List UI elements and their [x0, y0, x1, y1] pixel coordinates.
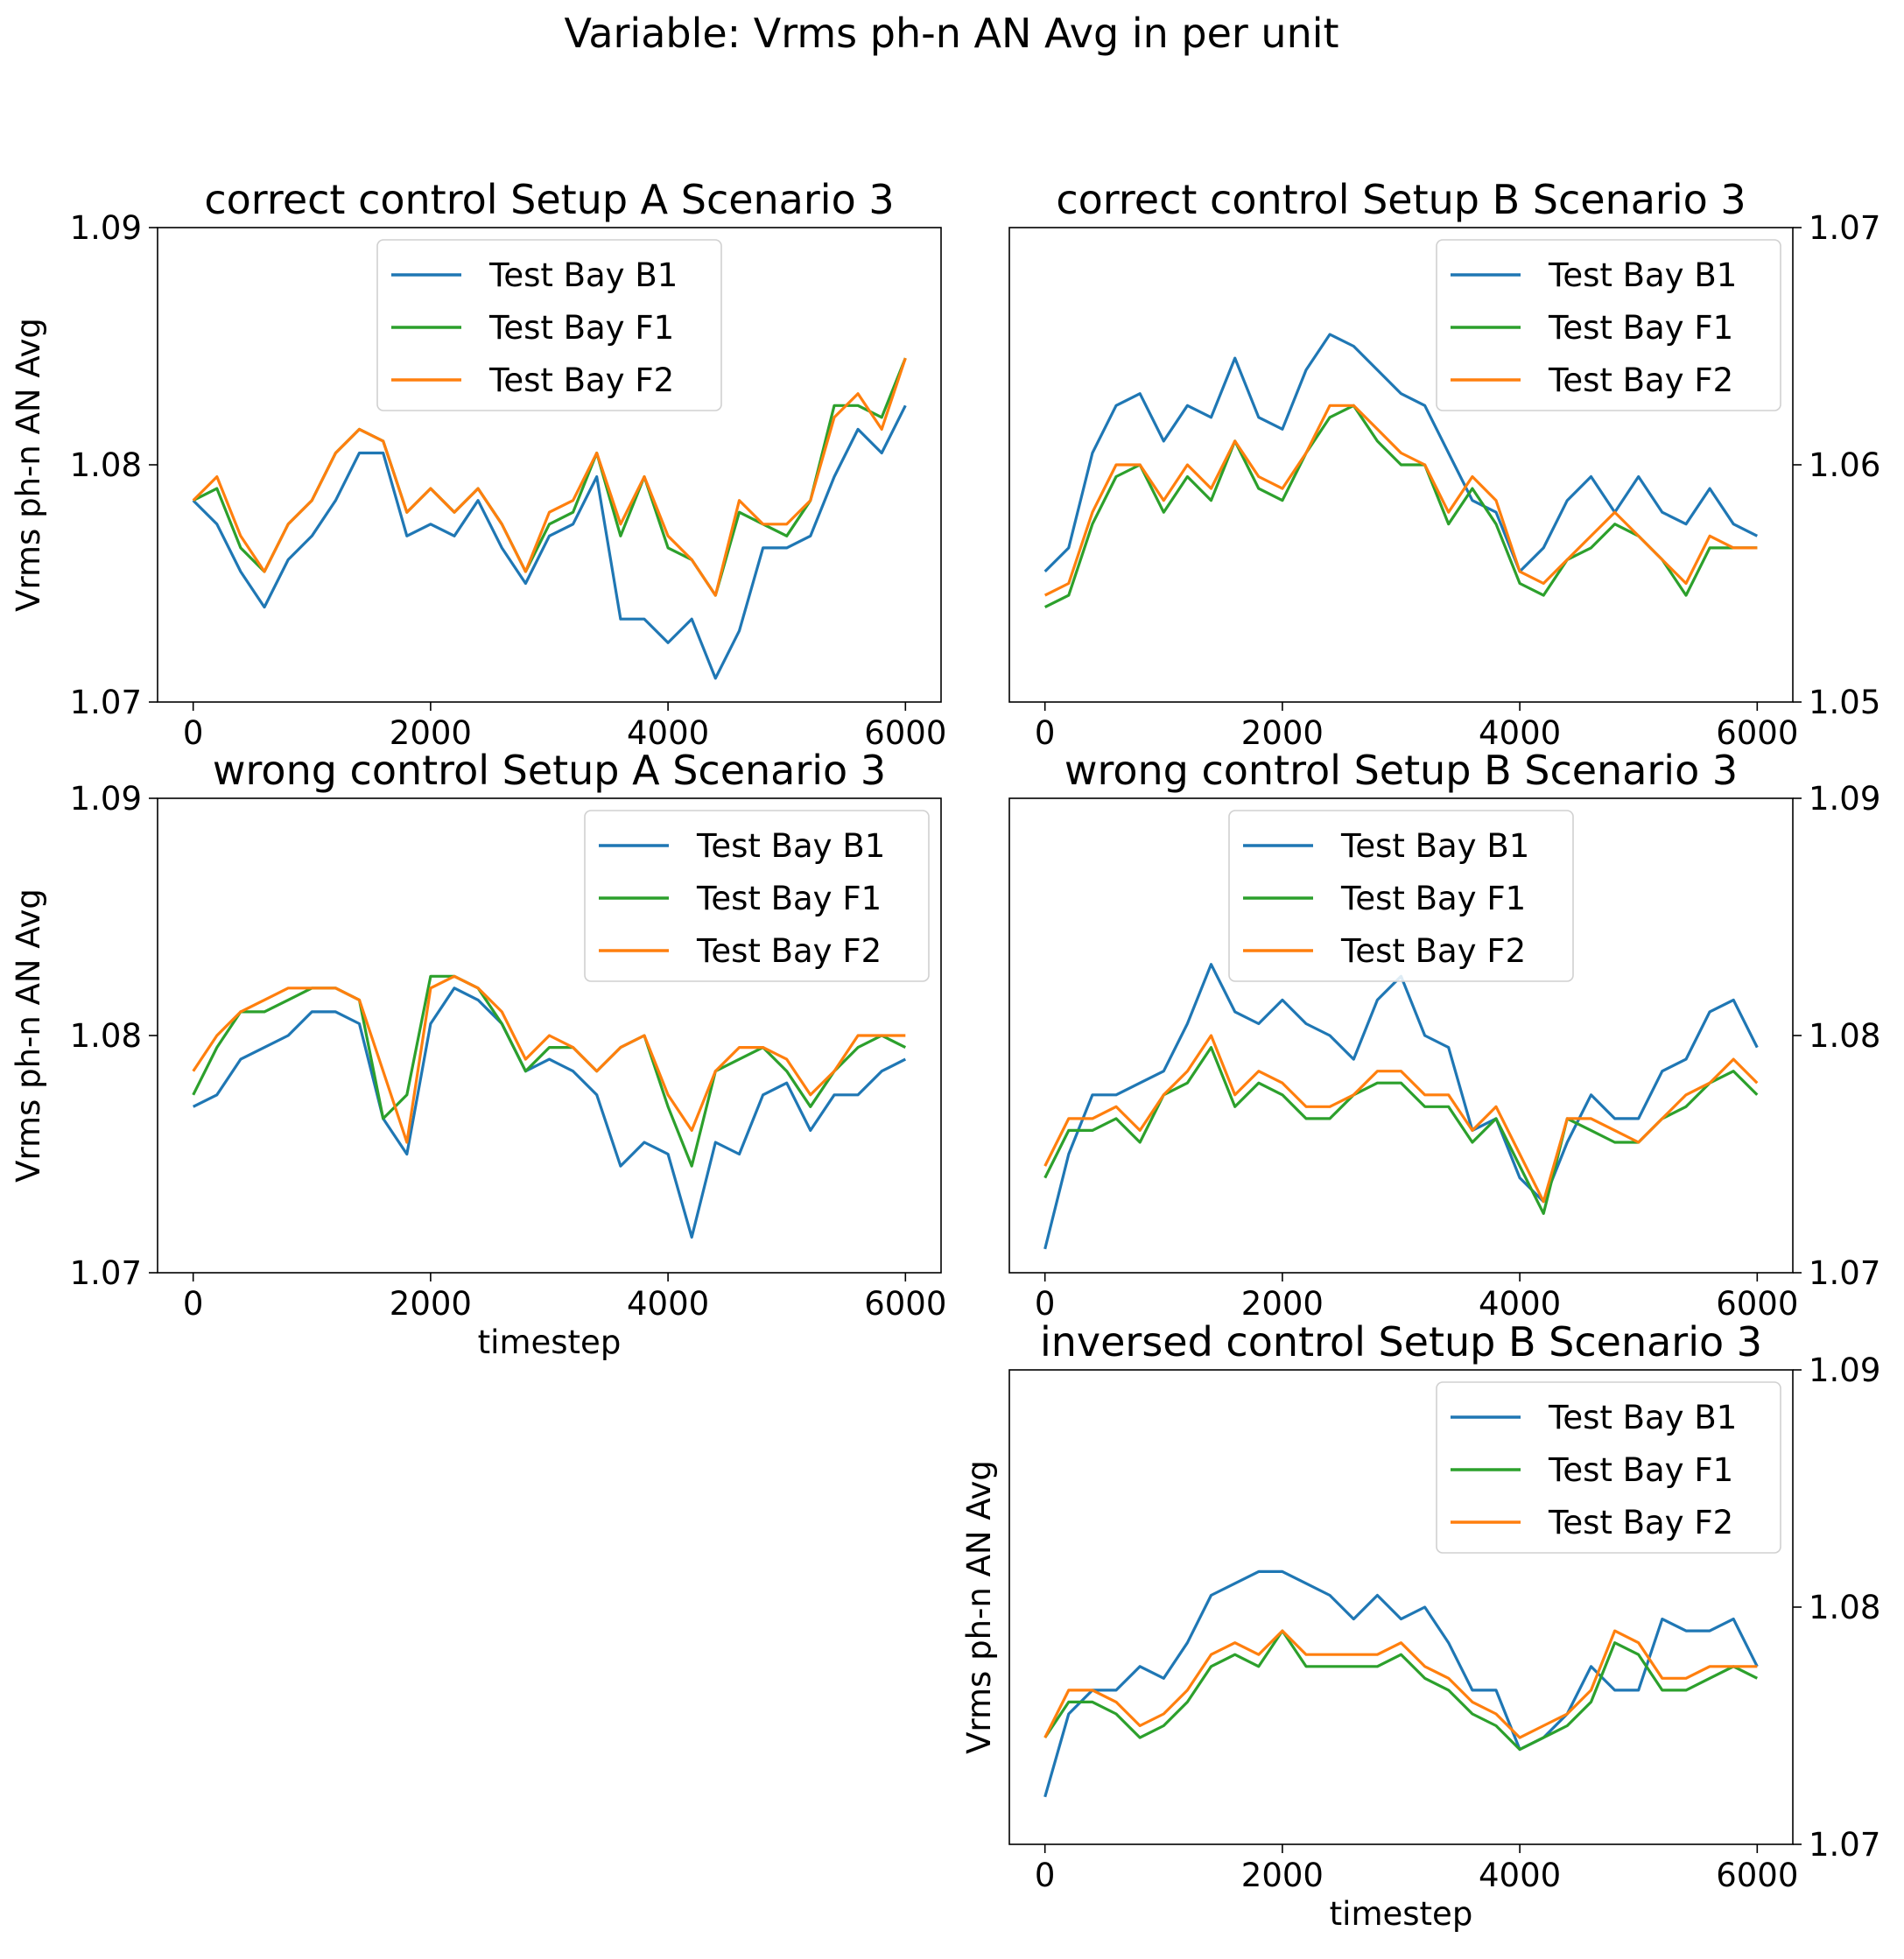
y-tick-label: 1.07 — [70, 684, 142, 721]
x-axis-label: timestep — [1330, 1895, 1473, 1933]
legend-label-f2: Test Bay F2 — [488, 362, 674, 399]
legend-label-f1: Test Bay F1 — [1340, 880, 1526, 917]
x-tick-label: 4000 — [1479, 1857, 1561, 1894]
y-tick-label: 1.09 — [70, 209, 142, 247]
legend-label-f2: Test Bay F2 — [1548, 1504, 1733, 1541]
series-line-f2 — [1043, 404, 1758, 597]
x-tick-label: 2000 — [390, 714, 472, 752]
y-axis-label: Vrms ph-n AN Avg — [960, 1460, 998, 1754]
legend-label-b1: Test Bay B1 — [1340, 827, 1529, 865]
x-tick-label: 2000 — [390, 1285, 472, 1323]
series-line-f2 — [1043, 1034, 1759, 1204]
legend-label-f2: Test Bay F2 — [1340, 932, 1526, 970]
y-tick-label: 1.08 — [1809, 1589, 1880, 1626]
subplot-p3: 0 2000 4000 6000 1.07 1.08 1.09 wrong control S… — [10, 747, 946, 1361]
series-line-b1 — [192, 404, 907, 680]
legend-box — [1436, 239, 1781, 411]
legend-label-f1: Test Bay F1 — [696, 880, 882, 917]
y-tick-label: 1.07 — [70, 1254, 142, 1292]
legend-label-b1: Test Bay B1 — [488, 256, 678, 294]
legend-label-f2: Test Bay F2 — [696, 932, 882, 970]
y-tick-label: 1.08 — [70, 1017, 142, 1055]
legend-label-f1: Test Bay F1 — [488, 309, 674, 347]
x-tick-label: 2000 — [1241, 1857, 1324, 1894]
x-tick-label: 2000 — [1241, 1285, 1324, 1323]
x-tick-label: 0 — [1035, 1857, 1056, 1894]
x-tick-label: 6000 — [1716, 1285, 1798, 1323]
legend-label-f1: Test Bay F1 — [1548, 309, 1733, 347]
series-line-f2 — [192, 974, 906, 1144]
series-line-b1 — [1043, 963, 1759, 1250]
x-tick-label: 2000 — [1241, 714, 1324, 752]
subplot-p5: 0 2000 4000 6000 1.07 1.08 1.09 inversed contro… — [960, 1318, 1880, 1933]
y-tick-label: 1.09 — [70, 780, 142, 818]
x-tick-label: 0 — [183, 714, 204, 752]
x-tick-label: 6000 — [864, 714, 946, 752]
x-tick-label: 6000 — [1716, 714, 1798, 752]
subplot-title: wrong control Setup B Scenario 3 — [1064, 747, 1738, 794]
y-axis-label: Vrms ph-n AN Avg — [10, 318, 47, 612]
subplot-p2: 0 2000 4000 6000 1.05 1.06 1.07 correct control… — [1008, 176, 1880, 752]
y-tick-label: 1.07 — [1809, 1826, 1880, 1864]
x-axis-label: timestep — [478, 1324, 622, 1361]
legend-box — [1436, 1381, 1781, 1554]
y-axis-label: Vrms ph-n AN Avg — [10, 888, 47, 1183]
x-tick-label: 0 — [183, 1285, 204, 1323]
series-line-f1 — [192, 974, 907, 1168]
x-tick-label: 6000 — [864, 1285, 946, 1323]
x-tick-label: 4000 — [627, 714, 709, 752]
legend: Test Bay B1 Test Bay F1 Test Bay F2 — [1436, 1381, 1781, 1554]
legend-label-b1: Test Bay B1 — [1548, 1399, 1737, 1436]
y-tick-label: 1.08 — [70, 446, 142, 484]
subplot-p4: 0 2000 4000 6000 1.07 1.08 1.09 wrong control S… — [1008, 747, 1880, 1323]
y-tick-label: 1.09 — [1809, 1352, 1880, 1389]
y-tick-label: 1.05 — [1809, 684, 1880, 721]
series-line-b1 — [192, 987, 907, 1239]
subplot-title: wrong control Setup A Scenario 3 — [213, 747, 886, 794]
series-line-b1 — [1043, 333, 1759, 573]
legend: Test Bay B1 Test Bay F1 Test Bay F2 — [376, 239, 722, 411]
series-line-f2 — [1043, 1629, 1758, 1739]
legend-label-b1: Test Bay B1 — [696, 827, 885, 865]
legend-box — [376, 239, 722, 411]
y-tick-label: 1.09 — [1809, 780, 1880, 818]
x-tick-label: 4000 — [1479, 1285, 1561, 1323]
y-tick-label: 1.07 — [1809, 209, 1880, 247]
legend-box — [584, 810, 930, 982]
subplot-p1: 0 2000 4000 6000 1.07 1.08 1.09 correct control… — [10, 176, 946, 752]
legend-label-b1: Test Bay B1 — [1548, 256, 1737, 294]
legend: Test Bay B1 Test Bay F1 Test Bay F2 — [1228, 810, 1574, 982]
x-tick-label: 4000 — [627, 1285, 709, 1323]
legend-box — [1228, 810, 1574, 982]
legend: Test Bay B1 Test Bay F1 Test Bay F2 — [1436, 239, 1781, 411]
subplot-title: correct control Setup A Scenario 3 — [204, 176, 894, 223]
y-tick-label: 1.08 — [1809, 1017, 1880, 1055]
legend-label-f1: Test Bay F1 — [1548, 1451, 1733, 1489]
x-tick-label: 6000 — [1716, 1857, 1798, 1894]
y-tick-label: 1.06 — [1809, 446, 1880, 484]
legend-label-f2: Test Bay F2 — [1548, 362, 1733, 399]
y-tick-label: 1.07 — [1809, 1254, 1880, 1292]
series-line-f1 — [1043, 1629, 1759, 1752]
figure-title: Variable: Vrms ph-n AN Avg in per unit — [564, 10, 1338, 57]
legend: Test Bay B1 Test Bay F1 Test Bay F2 — [584, 810, 930, 982]
x-tick-label: 0 — [1035, 1285, 1056, 1323]
subplot-title: correct control Setup B Scenario 3 — [1056, 176, 1746, 223]
series-line-b1 — [1043, 1569, 1759, 1798]
series-line-f1 — [1043, 404, 1758, 609]
x-tick-label: 0 — [1035, 714, 1056, 752]
subplot-title: inversed control Setup B Scenario 3 — [1040, 1318, 1762, 1366]
series-line-f2 — [192, 357, 907, 597]
x-tick-label: 4000 — [1479, 714, 1561, 752]
